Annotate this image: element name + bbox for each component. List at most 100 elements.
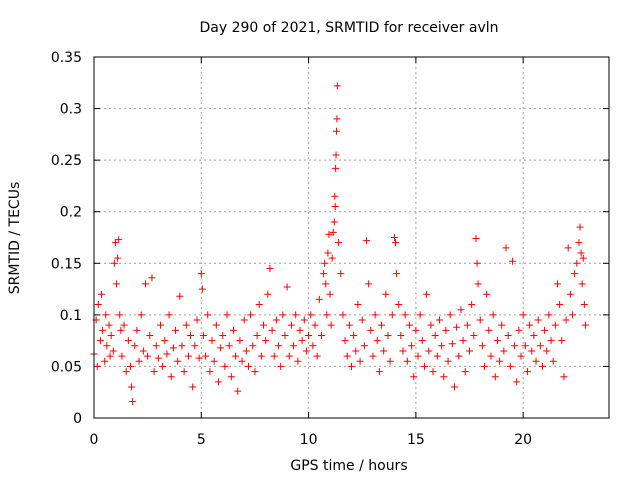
data-point xyxy=(157,321,165,329)
x-tick-label: 5 xyxy=(197,432,206,448)
data-point xyxy=(391,239,399,247)
data-point xyxy=(195,354,203,362)
data-point xyxy=(393,270,401,278)
data-point xyxy=(483,290,491,298)
data-point xyxy=(184,352,192,360)
data-point xyxy=(473,259,481,267)
data-point xyxy=(107,331,115,339)
data-point xyxy=(116,311,124,319)
data-point xyxy=(493,337,501,345)
data-point xyxy=(135,357,143,365)
data-point xyxy=(305,331,313,339)
data-point xyxy=(294,357,302,365)
data-point xyxy=(187,331,195,339)
data-point xyxy=(337,270,345,278)
data-point xyxy=(221,362,229,370)
data-point xyxy=(528,347,536,355)
data-point xyxy=(283,283,291,291)
data-point xyxy=(242,347,250,355)
data-point xyxy=(360,342,368,350)
data-point xyxy=(234,387,242,395)
data-point xyxy=(571,270,579,278)
data-point xyxy=(120,321,128,329)
data-point xyxy=(442,326,450,334)
data-point xyxy=(487,352,495,360)
data-point xyxy=(98,290,106,298)
data-point xyxy=(225,342,233,350)
data-point xyxy=(558,337,566,345)
data-point xyxy=(96,337,104,345)
data-point xyxy=(457,306,465,314)
data-point xyxy=(324,249,332,257)
data-point xyxy=(93,362,101,370)
data-point xyxy=(232,352,240,360)
data-point xyxy=(115,236,123,244)
data-point xyxy=(279,311,287,319)
data-point xyxy=(581,321,589,329)
data-point xyxy=(354,301,362,309)
data-point xyxy=(335,239,343,247)
data-point xyxy=(569,311,577,319)
data-point xyxy=(429,368,437,376)
data-point xyxy=(152,342,160,350)
y-tick-label: 0.05 xyxy=(51,359,82,375)
data-point xyxy=(500,347,508,355)
data-point xyxy=(332,127,340,135)
data-point xyxy=(106,352,114,360)
data-point xyxy=(117,326,125,334)
data-point xyxy=(240,316,248,324)
data-point xyxy=(167,373,175,381)
y-axis-label: SRMTID / TECUs xyxy=(7,182,23,295)
data-point xyxy=(325,230,333,238)
data-point xyxy=(99,326,107,334)
data-point xyxy=(562,316,570,324)
data-point xyxy=(463,321,471,329)
x-axis-label: GPS time / hours xyxy=(290,458,407,474)
data-point xyxy=(405,321,413,329)
data-point xyxy=(161,337,169,345)
data-point xyxy=(530,331,538,339)
data-point xyxy=(323,311,331,319)
data-point xyxy=(399,347,407,355)
data-point xyxy=(564,244,572,252)
data-point xyxy=(438,342,446,350)
data-point xyxy=(339,311,347,319)
data-point xyxy=(395,301,403,309)
data-point xyxy=(110,259,118,267)
data-point xyxy=(292,311,300,319)
data-point xyxy=(206,368,214,376)
data-point xyxy=(315,295,323,303)
data-point xyxy=(309,342,317,350)
data-point xyxy=(461,368,469,376)
data-point xyxy=(122,368,130,376)
data-point xyxy=(223,311,231,319)
data-point xyxy=(496,357,504,365)
data-point xyxy=(536,342,544,350)
data-point xyxy=(251,368,259,376)
data-point xyxy=(356,357,364,365)
data-point xyxy=(131,342,139,350)
data-point xyxy=(285,352,293,360)
data-point xyxy=(148,274,156,282)
data-point xyxy=(418,337,426,345)
data-point xyxy=(435,316,443,324)
data-point xyxy=(102,311,110,319)
data-point xyxy=(425,347,433,355)
data-point xyxy=(307,311,315,319)
data-point xyxy=(517,352,525,360)
data-point xyxy=(386,357,394,365)
data-point xyxy=(109,347,117,355)
data-point xyxy=(390,234,398,241)
data-point xyxy=(253,331,261,339)
data-point xyxy=(523,368,531,376)
data-point xyxy=(412,326,420,334)
data-point xyxy=(154,354,162,362)
data-point xyxy=(189,383,197,391)
data-point xyxy=(129,397,137,405)
data-point xyxy=(302,347,310,355)
data-point xyxy=(367,326,375,334)
data-point xyxy=(290,342,298,350)
data-point xyxy=(352,347,360,355)
data-point xyxy=(169,344,177,352)
data-point xyxy=(577,249,585,257)
